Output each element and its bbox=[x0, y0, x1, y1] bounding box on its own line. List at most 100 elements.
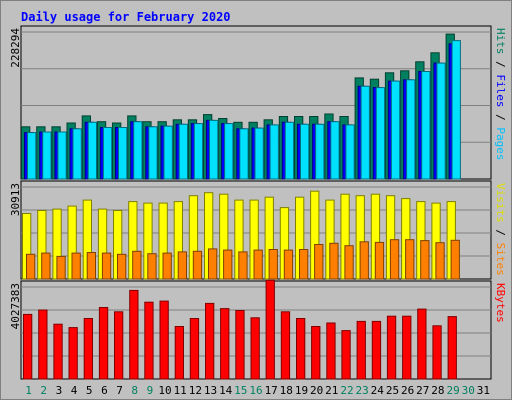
series-kbytes bbox=[23, 279, 457, 380]
bar-pages-day-21 bbox=[330, 121, 340, 180]
bar-kbytes-day-20 bbox=[311, 326, 321, 380]
x-tick-label: 11 bbox=[174, 384, 187, 397]
x-tick-label: 9 bbox=[147, 384, 154, 397]
x-tick-label: 4 bbox=[71, 384, 78, 397]
bar-kbytes-day-29 bbox=[447, 316, 457, 380]
bar-sites-day-23 bbox=[359, 241, 369, 280]
bar-pages-day-24 bbox=[375, 87, 386, 180]
bar-kbytes-day-16 bbox=[250, 317, 260, 380]
bar-pages-day-18 bbox=[284, 121, 295, 180]
bar-kbytes-day-6 bbox=[98, 307, 109, 380]
bar-pages-day-4 bbox=[72, 128, 82, 180]
x-tick-label: 13 bbox=[204, 384, 217, 397]
bar-kbytes-day-28 bbox=[432, 325, 442, 380]
x-tick-label: 15 bbox=[234, 384, 247, 397]
x-tick-label: 28 bbox=[431, 384, 444, 397]
x-tick-label: 30 bbox=[462, 384, 475, 397]
bar-kbytes-day-26 bbox=[402, 315, 412, 380]
panel-visits_sites: 30913 Visits / Sites bbox=[9, 180, 507, 280]
bar-kbytes-day-4 bbox=[68, 327, 78, 380]
legend-entry: Hits bbox=[494, 28, 507, 55]
bar-pages-day-27 bbox=[421, 71, 431, 180]
bar-pages-day-8 bbox=[133, 121, 143, 180]
x-tick-label: 31 bbox=[477, 384, 490, 397]
x-tick-label: 20 bbox=[310, 384, 323, 397]
bar-sites-day-27 bbox=[420, 240, 430, 280]
bar-sites-day-21 bbox=[329, 242, 339, 280]
right-series-label: Hits / Files / Pages bbox=[494, 28, 507, 161]
bar-sites-day-7 bbox=[117, 253, 127, 280]
legend-entry: / bbox=[494, 108, 507, 128]
bar-pages-day-13 bbox=[209, 119, 219, 180]
bar-pages-day-20 bbox=[315, 123, 325, 180]
bar-kbytes-day-27 bbox=[417, 308, 427, 380]
bar-kbytes-day-7 bbox=[114, 311, 124, 380]
bar-kbytes-day-14 bbox=[220, 308, 230, 380]
x-tick-label: 8 bbox=[131, 384, 138, 397]
panel-kbytes: 4027383 KBytes bbox=[9, 279, 507, 380]
bar-pages-day-5 bbox=[87, 121, 97, 180]
bar-pages-day-29 bbox=[451, 40, 461, 180]
bar-sites-day-11 bbox=[177, 251, 187, 280]
bar-sites-day-3 bbox=[56, 255, 66, 280]
bar-pages-day-7 bbox=[118, 127, 128, 180]
bar-pages-day-1 bbox=[27, 132, 37, 180]
chart-title: Daily usage for February 2020 bbox=[21, 10, 231, 24]
bar-pages-day-25 bbox=[390, 80, 401, 180]
x-tick-label: 3 bbox=[56, 384, 63, 397]
legend-entry: KBytes bbox=[494, 283, 507, 323]
bar-pages-day-11 bbox=[178, 123, 188, 180]
bar-kbytes-day-15 bbox=[235, 310, 245, 380]
x-tick-label: 5 bbox=[86, 384, 93, 397]
bar-pages-day-16 bbox=[254, 127, 264, 180]
x-tick-label: 26 bbox=[401, 384, 414, 397]
x-tick-label: 29 bbox=[446, 384, 459, 397]
bar-sites-day-5 bbox=[86, 252, 96, 280]
legend-entry: Pages bbox=[494, 127, 507, 160]
x-tick-label: 10 bbox=[158, 384, 171, 397]
bar-kbytes-day-10 bbox=[159, 300, 169, 380]
bar-kbytes-day-1 bbox=[23, 313, 33, 380]
bar-pages-day-19 bbox=[300, 123, 310, 180]
x-tick-label: 22 bbox=[340, 384, 353, 397]
bar-sites-day-25 bbox=[389, 239, 400, 280]
x-tick-label: 25 bbox=[386, 384, 399, 397]
bar-kbytes-day-11 bbox=[174, 326, 184, 380]
y-max-label: 4027383 bbox=[9, 283, 22, 329]
series-sites bbox=[26, 239, 460, 280]
bar-pages-day-9 bbox=[148, 126, 158, 180]
bar-sites-day-6 bbox=[101, 252, 112, 280]
x-tick-label: 21 bbox=[325, 384, 338, 397]
bar-pages-day-28 bbox=[436, 62, 446, 180]
panel-hits_files_pages: 228294 Hits / Files / Pages bbox=[9, 25, 507, 180]
x-tick-label: 19 bbox=[295, 384, 308, 397]
bar-sites-day-14 bbox=[223, 249, 233, 280]
bar-kbytes-day-18 bbox=[280, 311, 291, 380]
bar-sites-day-26 bbox=[405, 239, 415, 280]
bar-pages-day-10 bbox=[163, 125, 173, 180]
x-tick-label: 6 bbox=[101, 384, 108, 397]
bar-sites-day-15 bbox=[238, 251, 248, 280]
bar-kbytes-day-17 bbox=[265, 279, 275, 380]
x-tick-label: 17 bbox=[265, 384, 278, 397]
right-series-label: Visits / Sites bbox=[494, 183, 507, 276]
bar-pages-day-2 bbox=[42, 131, 52, 180]
bar-kbytes-day-24 bbox=[371, 320, 382, 380]
x-tick-label: 16 bbox=[249, 384, 262, 397]
bar-kbytes-day-19 bbox=[296, 318, 306, 380]
bar-kbytes-day-23 bbox=[356, 320, 366, 380]
bar-sites-day-29 bbox=[450, 239, 460, 280]
legend-entry: / bbox=[494, 223, 507, 243]
bar-sites-day-2 bbox=[41, 252, 51, 280]
bar-pages-day-26 bbox=[406, 79, 416, 180]
x-tick-label: 24 bbox=[371, 384, 385, 397]
x-tick-label: 2 bbox=[40, 384, 47, 397]
bar-kbytes-day-3 bbox=[53, 323, 63, 380]
bar-sites-day-18 bbox=[283, 249, 294, 280]
bar-kbytes-day-5 bbox=[83, 318, 93, 380]
bar-sites-day-10 bbox=[162, 252, 172, 280]
bar-kbytes-day-9 bbox=[144, 301, 154, 380]
bar-sites-day-17 bbox=[268, 249, 278, 280]
